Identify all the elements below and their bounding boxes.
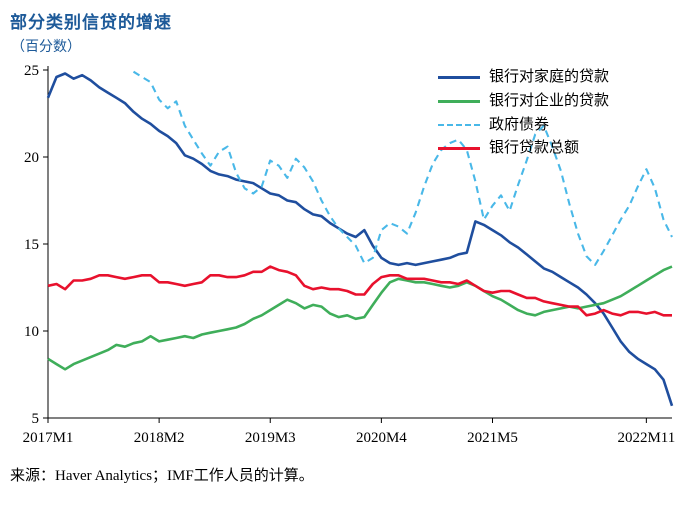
legend-label: 政府债券 (489, 116, 550, 133)
svg-text:2021M5: 2021M5 (467, 430, 518, 446)
chart-subtitle: （百分数） (11, 40, 81, 55)
legend-label: 银行对企业的贷款 (489, 92, 610, 109)
legend-line-swatch-government-bonds (438, 123, 480, 126)
source-note: 来源：Haver Analytics；IMF工作人员的计算。 (10, 468, 314, 484)
legend-label: 银行贷款总额 (489, 140, 580, 157)
svg-text:10: 10 (24, 324, 39, 340)
svg-text:2022M11: 2022M11 (617, 430, 675, 446)
line-chart: 5 10 15 20 25 2017M1 2018M2 2019M3 2020M4 2021M5 2… (23, 63, 676, 446)
chart-title: 部分类别信贷的增速 (10, 13, 172, 32)
svg-text:5: 5 (32, 411, 40, 427)
svg-text:15: 15 (24, 237, 39, 253)
legend-item-enterprises: 银行对企业的贷款 (438, 92, 609, 111)
svg-text:2019M3: 2019M3 (245, 430, 296, 446)
legend-item-households: 银行对家庭的贷款 (438, 68, 609, 87)
legend-line-swatch-households (438, 75, 480, 79)
chart-area: 5 10 15 20 25 2017M1 2018M2 2019M3 2020M4 2021M5 2… (0, 58, 690, 460)
legend-line-swatch-total-loans (438, 147, 480, 151)
svg-text:2020M4: 2020M4 (356, 430, 407, 446)
legend-label: 银行对家庭的贷款 (489, 69, 610, 85)
legend-item-total-loans: 银行贷款总额 (438, 139, 609, 158)
legend-item-government-bonds: 政府债券 (438, 116, 609, 135)
chart-legend: 银行对家庭的贷款 银行对企业的贷款 政府债券 银行贷款总额 (438, 68, 609, 158)
svg-text:2018M2: 2018M2 (134, 430, 185, 446)
legend-line-swatch-enterprises (438, 99, 480, 103)
svg-text:25: 25 (24, 63, 39, 79)
svg-text:2017M1: 2017M1 (23, 430, 74, 446)
svg-text:20: 20 (24, 150, 39, 166)
